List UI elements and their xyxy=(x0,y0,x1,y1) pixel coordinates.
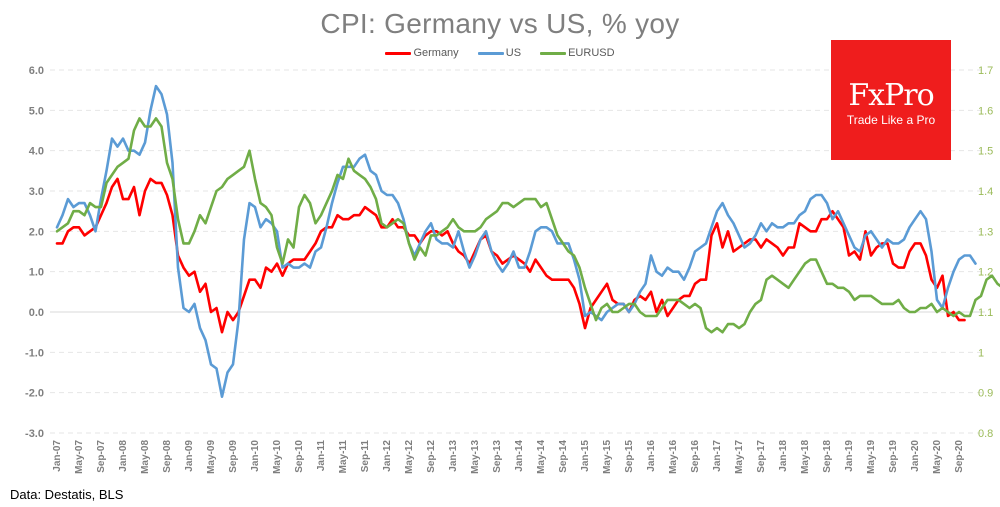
x-tick-label: Jan-08 xyxy=(118,440,129,472)
x-tick-label: Sep-12 xyxy=(426,440,437,473)
x-tick-label: Sep-15 xyxy=(624,440,635,473)
legend: Germany US EURUSD xyxy=(0,47,1000,59)
y2-tick-label: 0.8 xyxy=(978,428,993,440)
x-tick-label: May-19 xyxy=(866,440,877,474)
x-tick-label: Jan-13 xyxy=(448,440,459,472)
x-tick-label: Sep-17 xyxy=(756,440,767,473)
y2-tick-label: 1.7 xyxy=(978,65,993,77)
x-tick-label: May-09 xyxy=(206,440,217,474)
y2-tick-label: 1.3 xyxy=(978,226,993,238)
x-tick-label: Sep-16 xyxy=(690,440,701,473)
x-tick-label: Sep-07 xyxy=(96,440,107,473)
legend-label-eurusd: EURUSD xyxy=(568,47,615,59)
x-tick-label: May-20 xyxy=(932,440,943,474)
x-tick-label: May-17 xyxy=(734,440,745,474)
y2-tick-label: 1.5 xyxy=(978,146,993,158)
y2-tick-label: 1.4 xyxy=(978,186,993,198)
y-tick-label: 3.0 xyxy=(29,186,44,198)
y2-tick-label: 1 xyxy=(978,347,984,359)
legend-item-us: US xyxy=(477,47,522,59)
x-tick-label: Sep-13 xyxy=(492,440,503,473)
y-tick-label: 1.0 xyxy=(29,267,44,279)
logo-name: FxPro xyxy=(848,78,934,113)
x-tick-label: Sep-14 xyxy=(558,440,569,473)
x-tick-label: May-13 xyxy=(470,440,481,474)
legend-swatch-eurusd xyxy=(540,51,567,55)
x-tick-label: May-07 xyxy=(74,440,85,474)
x-tick-label: Jan-07 xyxy=(52,440,63,472)
x-tick-label: May-15 xyxy=(602,440,613,474)
logo-tagline: Trade Like a Pro xyxy=(846,113,936,127)
x-tick-label: Jan-19 xyxy=(844,440,855,472)
legend-item-germany: Germany xyxy=(385,47,459,59)
x-tick-label: May-16 xyxy=(668,440,679,474)
y2-tick-label: 0.9 xyxy=(978,388,993,400)
legend-label-us: US xyxy=(505,47,522,59)
x-tick-label: Jan-16 xyxy=(646,440,657,472)
legend-label-germany: Germany xyxy=(413,47,459,59)
x-tick-label: Jan-12 xyxy=(382,440,393,472)
x-tick-label: Jan-10 xyxy=(250,440,261,472)
y-tick-label: 0.0 xyxy=(29,307,44,319)
series-line-eurusd xyxy=(55,117,1000,334)
x-tick-label: Sep-08 xyxy=(162,440,173,473)
chart-title: CPI: Germany vs US, % yoy xyxy=(320,8,680,39)
x-tick-label: Jan-09 xyxy=(184,440,195,472)
y2-tick-label: 1.2 xyxy=(978,267,993,279)
x-tick-label: Jan-15 xyxy=(580,440,591,472)
y-tick-label: 5.0 xyxy=(29,105,44,117)
x-tick-label: Sep-11 xyxy=(360,440,371,473)
y-tick-label: 6.0 xyxy=(29,65,44,77)
x-tick-label: May-11 xyxy=(338,440,349,474)
x-tick-label: Jan-20 xyxy=(910,440,921,472)
y-tick-label: 4.0 xyxy=(29,146,44,158)
x-tick-label: Sep-10 xyxy=(294,440,305,473)
legend-item-eurusd: EURUSD xyxy=(540,47,615,59)
y2-tick-label: 1.1 xyxy=(978,307,993,319)
y2-tick-label: 1.6 xyxy=(978,105,993,117)
y-tick-label: -1.0 xyxy=(25,347,44,359)
y-tick-label: 2.0 xyxy=(29,226,44,238)
x-tick-label: May-14 xyxy=(536,440,547,474)
x-tick-label: Jan-18 xyxy=(778,440,789,472)
fxpro-logo: FxPro Trade Like a Pro xyxy=(831,40,951,160)
x-tick-label: May-12 xyxy=(404,440,415,474)
source-note: Data: Destatis, BLS xyxy=(10,487,124,502)
y-tick-label: -3.0 xyxy=(25,428,44,440)
x-tick-label: May-18 xyxy=(800,440,811,474)
x-tick-label: Sep-18 xyxy=(822,440,833,473)
x-tick-label: Jan-17 xyxy=(712,440,723,472)
x-tick-label: May-10 xyxy=(272,440,283,474)
x-tick-label: Sep-09 xyxy=(228,440,239,473)
y-tick-label: -2.0 xyxy=(25,388,44,400)
legend-swatch-germany xyxy=(385,51,412,55)
series-line-us xyxy=(55,84,977,399)
x-tick-label: Jan-11 xyxy=(316,440,327,472)
x-tick-label: Jan-14 xyxy=(514,440,525,472)
x-tick-label: Sep-20 xyxy=(954,440,965,473)
legend-swatch-us xyxy=(477,51,504,55)
x-tick-label: Sep-19 xyxy=(888,440,899,473)
x-tick-label: May-08 xyxy=(140,440,151,474)
